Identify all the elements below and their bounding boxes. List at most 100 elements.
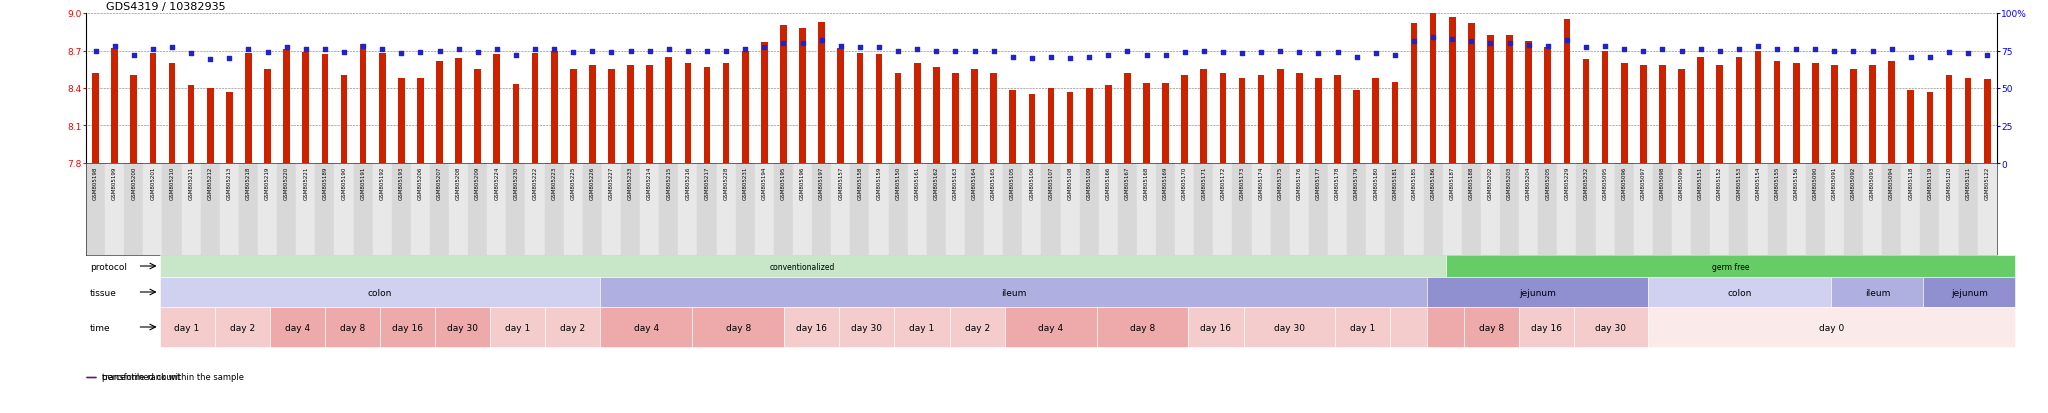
Bar bbox=[283, 50, 291, 164]
Text: GSM805170: GSM805170 bbox=[1182, 166, 1188, 199]
Text: GSM805217: GSM805217 bbox=[705, 166, 709, 199]
Bar bbox=[608, 70, 614, 164]
Point bbox=[575, 48, 608, 55]
Bar bbox=[1659, 66, 1665, 164]
Point bbox=[1436, 36, 1468, 43]
Text: day 1: day 1 bbox=[506, 323, 530, 332]
Text: GSM805154: GSM805154 bbox=[1755, 166, 1761, 199]
Text: GSM805232: GSM805232 bbox=[1583, 166, 1589, 199]
Point bbox=[1913, 54, 1946, 61]
Text: GSM805223: GSM805223 bbox=[551, 166, 557, 199]
Text: day 2: day 2 bbox=[561, 323, 586, 332]
Text: ileum: ileum bbox=[1001, 288, 1026, 297]
Text: GSM805121: GSM805121 bbox=[1966, 166, 1970, 199]
Bar bbox=[756, 164, 774, 255]
Text: day 2: day 2 bbox=[965, 323, 989, 332]
Text: GSM805224: GSM805224 bbox=[494, 166, 500, 199]
Text: GSM805150: GSM805150 bbox=[895, 166, 901, 199]
Point bbox=[1798, 47, 1831, 53]
Text: day 8: day 8 bbox=[725, 323, 752, 332]
Text: GSM805173: GSM805173 bbox=[1239, 166, 1245, 199]
Point bbox=[1225, 51, 1257, 58]
Bar bbox=[182, 164, 201, 255]
Text: GSM805201: GSM805201 bbox=[150, 166, 156, 199]
Point bbox=[1321, 50, 1354, 56]
Point bbox=[117, 52, 150, 59]
FancyBboxPatch shape bbox=[1006, 307, 1096, 347]
Bar bbox=[621, 164, 641, 255]
Text: day 16: day 16 bbox=[797, 323, 827, 332]
FancyBboxPatch shape bbox=[160, 255, 1446, 277]
Bar bbox=[449, 164, 469, 255]
Point bbox=[672, 48, 705, 55]
Text: colon: colon bbox=[369, 288, 391, 297]
Bar bbox=[793, 164, 813, 255]
Bar bbox=[360, 45, 367, 164]
Text: GSM805161: GSM805161 bbox=[915, 166, 920, 199]
Bar bbox=[143, 164, 162, 255]
Bar bbox=[1176, 164, 1194, 255]
Bar bbox=[907, 164, 928, 255]
Bar bbox=[819, 23, 825, 164]
Bar bbox=[1767, 164, 1786, 255]
Bar bbox=[774, 164, 793, 255]
Text: GSM805119: GSM805119 bbox=[1927, 166, 1933, 199]
Text: GSM805108: GSM805108 bbox=[1067, 166, 1073, 199]
Text: GSM805202: GSM805202 bbox=[1489, 166, 1493, 199]
FancyBboxPatch shape bbox=[1649, 307, 2015, 347]
Text: GSM805122: GSM805122 bbox=[1985, 166, 1991, 199]
Bar bbox=[1526, 41, 1532, 164]
Bar bbox=[303, 52, 309, 164]
Bar bbox=[334, 164, 354, 255]
Bar bbox=[1716, 66, 1722, 164]
Text: GSM805157: GSM805157 bbox=[838, 166, 844, 199]
Point bbox=[1855, 48, 1888, 55]
Point bbox=[289, 47, 322, 53]
Point bbox=[1647, 47, 1679, 53]
FancyBboxPatch shape bbox=[895, 307, 950, 347]
Bar bbox=[315, 164, 334, 255]
Bar bbox=[188, 86, 195, 164]
Bar bbox=[201, 164, 219, 255]
Text: GSM805189: GSM805189 bbox=[322, 166, 328, 199]
Bar bbox=[207, 89, 213, 164]
Text: GSM805092: GSM805092 bbox=[1851, 166, 1855, 199]
Point bbox=[729, 47, 762, 53]
Bar bbox=[1061, 164, 1079, 255]
Bar bbox=[946, 164, 965, 255]
Text: day 16: day 16 bbox=[1200, 323, 1231, 332]
FancyBboxPatch shape bbox=[784, 307, 840, 347]
Bar bbox=[246, 54, 252, 164]
Point bbox=[213, 56, 246, 62]
Bar bbox=[569, 70, 578, 164]
Bar bbox=[870, 164, 889, 255]
Point bbox=[1837, 48, 1870, 55]
Bar bbox=[889, 164, 907, 255]
Bar bbox=[1137, 164, 1155, 255]
Bar bbox=[913, 64, 920, 164]
Bar bbox=[991, 74, 997, 164]
Point bbox=[1761, 47, 1794, 53]
FancyBboxPatch shape bbox=[1427, 277, 1649, 307]
Bar bbox=[1124, 74, 1130, 164]
Bar bbox=[1671, 164, 1692, 255]
Bar bbox=[1487, 36, 1493, 164]
Point bbox=[1589, 44, 1622, 50]
Text: GSM805163: GSM805163 bbox=[952, 166, 958, 199]
Bar bbox=[1888, 62, 1894, 164]
Point bbox=[1876, 47, 1909, 53]
Bar bbox=[1430, 12, 1436, 164]
Text: GSM805229: GSM805229 bbox=[1565, 166, 1569, 199]
Text: GSM805178: GSM805178 bbox=[1335, 166, 1339, 199]
Bar bbox=[1978, 164, 1997, 255]
Bar bbox=[1212, 164, 1233, 255]
Bar bbox=[1194, 164, 1212, 255]
Text: day 4: day 4 bbox=[285, 323, 309, 332]
Bar bbox=[1921, 164, 1939, 255]
Point bbox=[844, 45, 877, 52]
Text: GSM805166: GSM805166 bbox=[1106, 166, 1110, 199]
Point bbox=[1360, 51, 1393, 58]
Bar bbox=[1677, 70, 1686, 164]
Bar bbox=[1806, 164, 1825, 255]
Point bbox=[557, 50, 590, 56]
